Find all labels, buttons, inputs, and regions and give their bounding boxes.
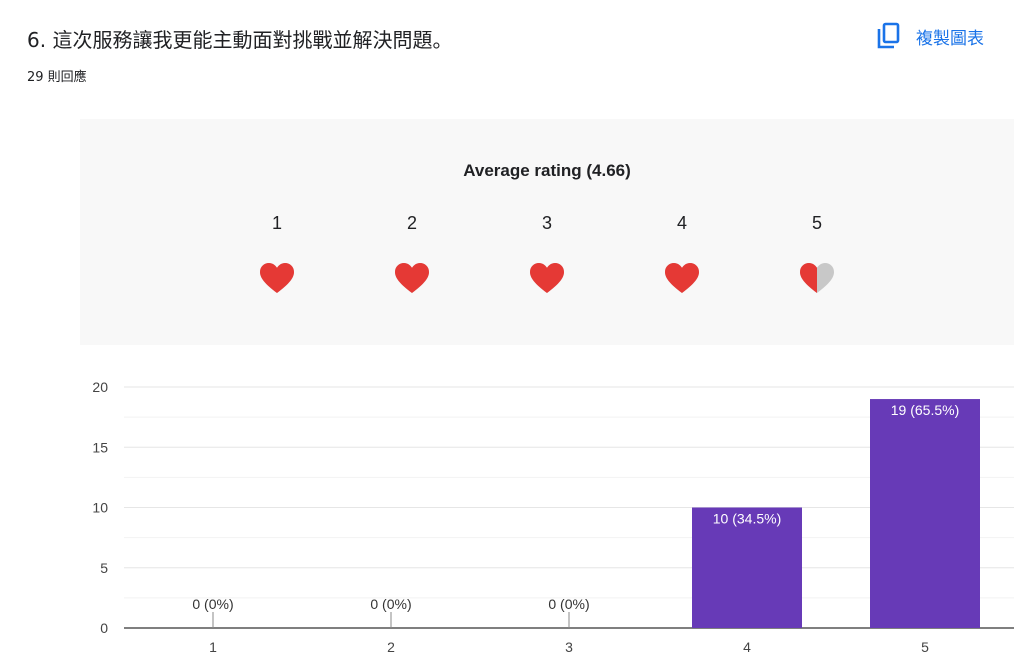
- bar-chart: 0 5 10 15 20 0 (0%) 1 0 (0%) 2 0 (0%) 3 10 (34.5%) 4…: [92, 379, 1014, 655]
- heart-icon: [395, 263, 429, 293]
- x-tick-label: 4: [743, 639, 751, 655]
- rating-level-3: 3: [517, 213, 577, 300]
- heart-icon: [530, 263, 564, 293]
- y-tick-label: 5: [100, 560, 108, 576]
- y-tick-label: 15: [92, 439, 108, 455]
- bar-data-label: 0 (0%): [548, 596, 589, 612]
- rating-level-number: 3: [541, 213, 552, 233]
- x-tick-label: 2: [387, 639, 395, 655]
- rating-level-2: 2: [382, 213, 442, 300]
- y-tick-label: 20: [92, 379, 108, 395]
- bar-data-label: 0 (0%): [192, 596, 233, 612]
- x-tick-label: 1: [209, 639, 217, 655]
- rating-level-5: 5: [787, 213, 847, 300]
- y-tick-label: 10: [92, 500, 108, 516]
- x-tick-label: 3: [565, 639, 573, 655]
- rating-level-1: 1: [247, 213, 307, 300]
- rating-level-4: 4: [652, 213, 712, 300]
- bar-data-label: 0 (0%): [370, 596, 411, 612]
- bar: [692, 507, 802, 628]
- rating-level-number: 5: [811, 213, 822, 233]
- y-tick-label: 0: [100, 620, 108, 636]
- rating-level-number: 2: [406, 213, 417, 233]
- x-tick-label: 5: [921, 639, 929, 655]
- rating-level-number: 1: [271, 213, 282, 233]
- copy-icon: [876, 22, 902, 50]
- copy-chart-label: 複製圖表: [916, 28, 984, 49]
- response-count: 29 則回應: [27, 70, 87, 85]
- rating-level-number: 4: [676, 213, 687, 233]
- heart-icon: [260, 263, 294, 293]
- bar: [870, 399, 980, 628]
- rating-summary-panel: Average rating (4.66) 1 2 3 4 5: [80, 119, 1014, 345]
- average-rating-title: Average rating (4.66): [463, 161, 631, 180]
- heart-icon: [665, 263, 699, 293]
- question-title: 6. 這次服務讓我更能主動面對挑戰並解決問題。: [27, 28, 453, 52]
- bar-data-label: 10 (34.5%): [713, 511, 781, 527]
- bar-data-label: 19 (65.5%): [891, 402, 959, 418]
- heart-icon: [800, 263, 834, 293]
- copy-chart-button[interactable]: 複製圖表: [876, 22, 984, 50]
